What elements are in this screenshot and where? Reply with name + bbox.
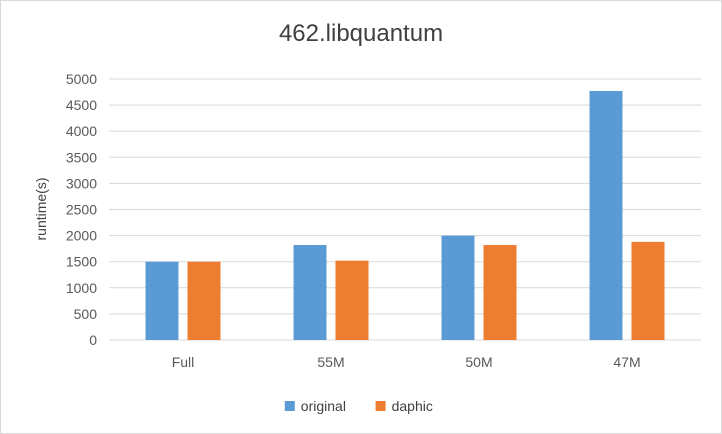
bars bbox=[145, 91, 665, 340]
x-tick-label: 50M bbox=[465, 354, 492, 370]
bar-daphic-full bbox=[187, 261, 221, 340]
y-tick-label: 3000 bbox=[66, 175, 97, 191]
bar-original-47m bbox=[589, 91, 623, 340]
y-axis-ticks: 0 500 1000 1500 2000 2500 3000 3500 4000 4500 5000 bbox=[66, 71, 97, 348]
y-tick-label: 1500 bbox=[66, 254, 97, 270]
y-tick-label: 3500 bbox=[66, 149, 97, 165]
bar-original-55m bbox=[293, 244, 327, 340]
y-tick-label: 500 bbox=[74, 306, 98, 322]
x-tick-label: 55M bbox=[317, 354, 344, 370]
legend-swatch-original bbox=[284, 401, 295, 411]
bar-daphic-50m bbox=[483, 244, 517, 340]
y-tick-label: 4000 bbox=[66, 123, 97, 139]
y-axis-title: runtime(s) bbox=[33, 177, 49, 240]
bar-original-50m bbox=[441, 235, 475, 340]
y-tick-label: 4500 bbox=[66, 97, 97, 113]
legend: original daphic bbox=[284, 398, 433, 414]
x-tick-label: Full bbox=[172, 354, 195, 370]
x-axis-ticks: Full 55M 50M 47M bbox=[172, 354, 641, 370]
legend-label-daphic: daphic bbox=[392, 398, 433, 414]
y-tick-label: 2000 bbox=[66, 228, 97, 244]
bar-daphic-47m bbox=[631, 241, 665, 340]
legend-label-original: original bbox=[301, 398, 346, 414]
y-tick-label: 0 bbox=[89, 332, 97, 348]
x-tick-label: 47M bbox=[613, 354, 640, 370]
legend-swatch-daphic bbox=[375, 401, 386, 411]
bar-daphic-55m bbox=[335, 260, 369, 340]
y-tick-label: 1000 bbox=[66, 280, 97, 296]
y-tick-label: 5000 bbox=[66, 71, 97, 87]
y-tick-label: 2500 bbox=[66, 202, 97, 218]
chart-title: 462.libquantum bbox=[279, 20, 443, 47]
bar-original-full bbox=[145, 261, 179, 340]
